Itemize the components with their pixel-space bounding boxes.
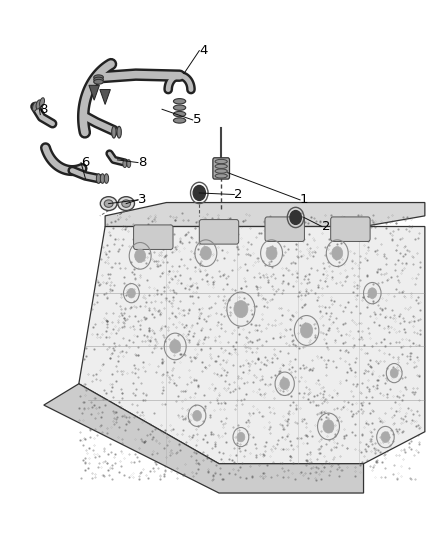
Ellipse shape bbox=[118, 197, 134, 211]
Circle shape bbox=[290, 211, 301, 224]
Polygon shape bbox=[79, 227, 425, 464]
Circle shape bbox=[135, 249, 145, 263]
Polygon shape bbox=[105, 203, 425, 227]
Ellipse shape bbox=[36, 100, 41, 109]
Ellipse shape bbox=[112, 126, 116, 138]
Ellipse shape bbox=[100, 174, 105, 183]
Ellipse shape bbox=[173, 105, 186, 110]
Ellipse shape bbox=[94, 75, 103, 80]
Circle shape bbox=[170, 340, 180, 353]
Ellipse shape bbox=[215, 174, 227, 178]
Circle shape bbox=[300, 323, 313, 338]
Text: 3: 3 bbox=[138, 193, 146, 206]
Ellipse shape bbox=[100, 197, 117, 211]
Ellipse shape bbox=[122, 200, 131, 207]
Ellipse shape bbox=[104, 200, 113, 207]
Polygon shape bbox=[100, 90, 110, 104]
Circle shape bbox=[127, 288, 135, 298]
Ellipse shape bbox=[173, 118, 186, 123]
Circle shape bbox=[280, 378, 290, 390]
Text: 2: 2 bbox=[234, 188, 243, 201]
Ellipse shape bbox=[96, 174, 101, 183]
Ellipse shape bbox=[94, 79, 103, 84]
Circle shape bbox=[234, 301, 248, 318]
FancyBboxPatch shape bbox=[265, 217, 304, 241]
Circle shape bbox=[390, 368, 398, 378]
Text: 1: 1 bbox=[300, 193, 308, 206]
Circle shape bbox=[193, 185, 205, 200]
Circle shape bbox=[237, 432, 245, 442]
Ellipse shape bbox=[94, 77, 103, 82]
Ellipse shape bbox=[123, 160, 127, 168]
Circle shape bbox=[368, 288, 377, 298]
Ellipse shape bbox=[173, 111, 186, 117]
Text: 2: 2 bbox=[322, 220, 330, 233]
Ellipse shape bbox=[127, 160, 131, 168]
FancyBboxPatch shape bbox=[199, 220, 239, 244]
Text: 8: 8 bbox=[39, 103, 48, 116]
Ellipse shape bbox=[215, 159, 227, 164]
Circle shape bbox=[266, 246, 277, 260]
FancyBboxPatch shape bbox=[331, 217, 370, 241]
Ellipse shape bbox=[215, 169, 227, 173]
Text: 4: 4 bbox=[199, 44, 208, 57]
Ellipse shape bbox=[173, 99, 186, 104]
FancyBboxPatch shape bbox=[213, 158, 230, 179]
Circle shape bbox=[323, 420, 334, 433]
Circle shape bbox=[381, 432, 390, 442]
Ellipse shape bbox=[104, 174, 109, 183]
FancyBboxPatch shape bbox=[134, 225, 173, 249]
Circle shape bbox=[332, 246, 343, 260]
Ellipse shape bbox=[39, 98, 45, 107]
Text: 5: 5 bbox=[193, 114, 201, 126]
Text: 8: 8 bbox=[138, 156, 146, 169]
Circle shape bbox=[200, 246, 211, 260]
Polygon shape bbox=[89, 85, 99, 100]
Text: 6: 6 bbox=[81, 156, 89, 169]
Ellipse shape bbox=[117, 126, 121, 138]
Polygon shape bbox=[44, 384, 364, 493]
Circle shape bbox=[193, 410, 201, 421]
Ellipse shape bbox=[215, 164, 227, 168]
Ellipse shape bbox=[32, 102, 38, 111]
